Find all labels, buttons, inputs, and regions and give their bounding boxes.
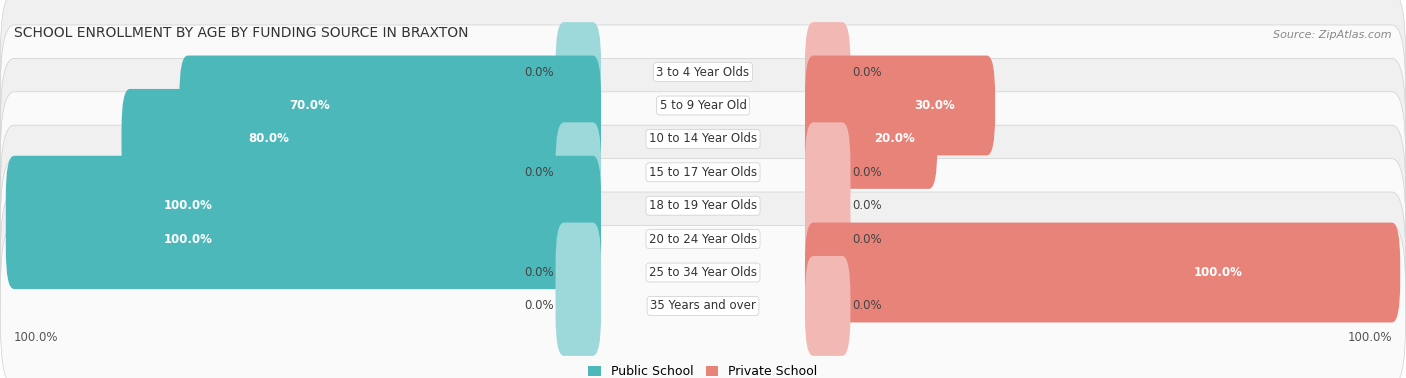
FancyBboxPatch shape bbox=[555, 122, 600, 222]
Text: 0.0%: 0.0% bbox=[524, 66, 554, 79]
Text: 0.0%: 0.0% bbox=[852, 299, 882, 312]
FancyBboxPatch shape bbox=[0, 225, 1406, 378]
Text: 0.0%: 0.0% bbox=[524, 266, 554, 279]
FancyBboxPatch shape bbox=[6, 156, 600, 256]
FancyBboxPatch shape bbox=[555, 223, 600, 322]
FancyBboxPatch shape bbox=[555, 256, 600, 356]
Text: 70.0%: 70.0% bbox=[288, 99, 329, 112]
Text: Source: ZipAtlas.com: Source: ZipAtlas.com bbox=[1274, 30, 1392, 40]
FancyBboxPatch shape bbox=[0, 192, 1406, 353]
Text: 20 to 24 Year Olds: 20 to 24 Year Olds bbox=[650, 232, 756, 246]
FancyBboxPatch shape bbox=[555, 22, 600, 122]
Legend: Public School, Private School: Public School, Private School bbox=[588, 365, 818, 378]
Text: SCHOOL ENROLLMENT BY AGE BY FUNDING SOURCE IN BRAXTON: SCHOOL ENROLLMENT BY AGE BY FUNDING SOUR… bbox=[14, 26, 468, 40]
Text: 100.0%: 100.0% bbox=[163, 232, 212, 246]
FancyBboxPatch shape bbox=[180, 56, 600, 155]
FancyBboxPatch shape bbox=[0, 58, 1406, 219]
FancyBboxPatch shape bbox=[806, 156, 851, 256]
FancyBboxPatch shape bbox=[0, 25, 1406, 186]
Text: 0.0%: 0.0% bbox=[852, 166, 882, 179]
FancyBboxPatch shape bbox=[806, 89, 938, 189]
Text: 5 to 9 Year Old: 5 to 9 Year Old bbox=[659, 99, 747, 112]
Text: 0.0%: 0.0% bbox=[852, 66, 882, 79]
Text: 100.0%: 100.0% bbox=[1347, 331, 1392, 344]
Text: 100.0%: 100.0% bbox=[14, 331, 59, 344]
FancyBboxPatch shape bbox=[806, 223, 1400, 322]
FancyBboxPatch shape bbox=[6, 189, 600, 289]
FancyBboxPatch shape bbox=[121, 89, 600, 189]
Text: 0.0%: 0.0% bbox=[524, 166, 554, 179]
FancyBboxPatch shape bbox=[0, 125, 1406, 286]
Text: 0.0%: 0.0% bbox=[852, 232, 882, 246]
FancyBboxPatch shape bbox=[806, 122, 851, 222]
FancyBboxPatch shape bbox=[0, 0, 1406, 153]
Text: 20.0%: 20.0% bbox=[875, 132, 915, 146]
Text: 0.0%: 0.0% bbox=[524, 299, 554, 312]
FancyBboxPatch shape bbox=[806, 22, 851, 122]
Text: 100.0%: 100.0% bbox=[163, 199, 212, 212]
Text: 10 to 14 Year Olds: 10 to 14 Year Olds bbox=[650, 132, 756, 146]
Text: 100.0%: 100.0% bbox=[1194, 266, 1243, 279]
Text: 0.0%: 0.0% bbox=[852, 199, 882, 212]
Text: 30.0%: 30.0% bbox=[914, 99, 955, 112]
Text: 80.0%: 80.0% bbox=[249, 132, 290, 146]
Text: 15 to 17 Year Olds: 15 to 17 Year Olds bbox=[650, 166, 756, 179]
FancyBboxPatch shape bbox=[806, 256, 851, 356]
FancyBboxPatch shape bbox=[806, 56, 995, 155]
FancyBboxPatch shape bbox=[0, 92, 1406, 253]
Text: 25 to 34 Year Olds: 25 to 34 Year Olds bbox=[650, 266, 756, 279]
FancyBboxPatch shape bbox=[806, 189, 851, 289]
Text: 35 Years and over: 35 Years and over bbox=[650, 299, 756, 312]
Text: 18 to 19 Year Olds: 18 to 19 Year Olds bbox=[650, 199, 756, 212]
Text: 3 to 4 Year Olds: 3 to 4 Year Olds bbox=[657, 66, 749, 79]
FancyBboxPatch shape bbox=[0, 159, 1406, 320]
